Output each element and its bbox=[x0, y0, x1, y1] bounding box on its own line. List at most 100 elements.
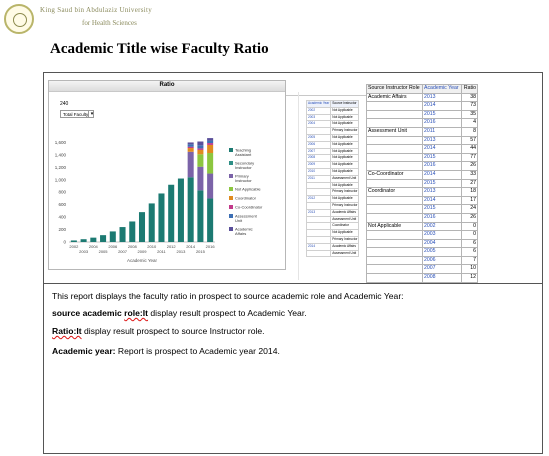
x-tick-label: 2014 bbox=[186, 244, 196, 249]
column-header: Source Instructor Role bbox=[366, 84, 423, 94]
year-link[interactable]: 2007 bbox=[422, 264, 462, 275]
chart-header-bar bbox=[49, 81, 285, 92]
table-row: 2002 Not Applicable bbox=[305, 106, 360, 115]
table-cell: Not Applicable bbox=[330, 147, 360, 156]
bar-segment bbox=[158, 193, 165, 242]
table-cell[interactable]: 2011 bbox=[305, 174, 332, 183]
label-source-role: source academic role:It bbox=[52, 308, 148, 318]
x-tick-label: 2015 bbox=[196, 249, 206, 254]
table-cell[interactable]: 2008 bbox=[305, 154, 332, 163]
year-link[interactable]: 2014 bbox=[422, 144, 462, 154]
year-link[interactable]: 2004 bbox=[422, 238, 462, 249]
role-cell: Coordinator bbox=[366, 187, 423, 197]
year-link[interactable]: 2016 bbox=[422, 161, 462, 171]
ratio-cell: 12 bbox=[461, 273, 478, 283]
bar-segment bbox=[207, 198, 214, 242]
y-tick-label: 1,600 bbox=[55, 140, 67, 145]
table-row: 2004 6 bbox=[366, 238, 478, 249]
ratio-table: Source Instructor Role Academic Year Ratio… bbox=[366, 84, 478, 283]
table-cell: Primary Instructor bbox=[330, 235, 360, 244]
table-cell bbox=[305, 249, 332, 258]
measure-select[interactable]: Total Faculty bbox=[60, 110, 94, 118]
x-tick-label: 2007 bbox=[118, 249, 128, 254]
table-cell[interactable]: 2005 bbox=[305, 133, 332, 142]
table-row: 2007 10 bbox=[366, 264, 478, 275]
year-link[interactable]: 2002 bbox=[422, 221, 462, 232]
table-cell[interactable]: 2006 bbox=[305, 140, 332, 149]
table-row: 2005 6 bbox=[366, 247, 478, 257]
bar-segment bbox=[177, 178, 184, 242]
table-row: Coordinator bbox=[305, 222, 360, 231]
x-tick-label: 2009 bbox=[138, 249, 148, 254]
year-link[interactable]: 2014 bbox=[422, 195, 462, 206]
description-intro: This report displays the faculty ratio i… bbox=[52, 291, 404, 301]
chart-title: Ratio bbox=[159, 82, 175, 88]
year-link[interactable]: 2013 bbox=[422, 92, 462, 103]
bar-segment bbox=[207, 143, 214, 145]
table-row: Coordinator 2013 18 bbox=[366, 187, 478, 197]
year-link[interactable]: 2005 bbox=[422, 247, 462, 257]
table-cell: Not Applicable bbox=[330, 161, 360, 169]
table-cell[interactable]: 2002 bbox=[305, 106, 332, 115]
x-tick-label: 2002 bbox=[69, 244, 79, 249]
year-link[interactable]: 2008 bbox=[422, 273, 462, 283]
table-cell[interactable]: 2003 bbox=[305, 113, 332, 122]
table-cell[interactable]: 2010 bbox=[305, 167, 332, 176]
year-link[interactable]: 2006 bbox=[422, 255, 462, 266]
table-cell bbox=[305, 215, 332, 224]
ratio-cell: 73 bbox=[461, 101, 478, 111]
table-row: 2016 26 bbox=[366, 212, 478, 223]
ratio-cell: 0 bbox=[461, 230, 478, 240]
year-link[interactable]: 2014 bbox=[422, 169, 462, 180]
table-cell: Coordinator bbox=[330, 222, 360, 231]
table-cell[interactable]: 2012 bbox=[305, 195, 332, 203]
legend-swatch bbox=[229, 161, 233, 165]
table-cell[interactable]: 2013 bbox=[305, 208, 332, 217]
description-text: display result prospect to Academic Year… bbox=[148, 308, 307, 318]
x-tick-label: 2005 bbox=[99, 249, 109, 254]
bar-segment bbox=[207, 173, 214, 199]
year-link[interactable]: 2013 bbox=[422, 135, 462, 146]
ratio-cell: 77 bbox=[461, 152, 478, 163]
description-text: Report is prospect to Academic year 2014… bbox=[115, 346, 280, 356]
description-academic-year: Academic year: Report is prospect to Aca… bbox=[52, 346, 280, 356]
table-header-row: Source Instructor Role Academic Year Ratio bbox=[366, 84, 478, 94]
table-cell[interactable]: 2007 bbox=[305, 147, 332, 156]
bar-segment bbox=[168, 184, 175, 242]
table-cell[interactable]: 2004 bbox=[305, 120, 332, 129]
chevron-down-icon[interactable]: ▾ bbox=[88, 111, 95, 117]
bar-segment bbox=[197, 190, 204, 242]
table-cell[interactable]: 2014 bbox=[305, 242, 332, 251]
year-link[interactable]: 2015 bbox=[422, 178, 462, 189]
ratio-cell: 27 bbox=[461, 178, 478, 189]
table-cell[interactable]: 2009 bbox=[305, 161, 332, 169]
table-cell bbox=[305, 201, 332, 210]
table-row: 2014 17 bbox=[366, 195, 478, 206]
y-tick-label: 1,400 bbox=[55, 152, 67, 157]
university-subtitle: for Health Sciences bbox=[82, 19, 137, 27]
role-cell bbox=[366, 230, 423, 240]
year-link[interactable]: 2016 bbox=[422, 212, 462, 223]
year-link[interactable]: 2014 bbox=[422, 101, 462, 111]
year-link[interactable]: 2011 bbox=[422, 126, 462, 137]
table-cell: Assessment Unit bbox=[330, 215, 360, 224]
year-link[interactable]: 2016 bbox=[422, 118, 462, 128]
table-row: Primary Instructor bbox=[305, 127, 360, 135]
role-cell bbox=[366, 238, 423, 249]
bar-segment bbox=[197, 148, 204, 150]
table-cell: Academic Affairs bbox=[330, 242, 360, 251]
year-link[interactable]: 2015 bbox=[422, 204, 462, 214]
table-row: Assessment Unit bbox=[305, 249, 360, 258]
table-cell: Academic Affairs bbox=[330, 208, 360, 217]
ratio-cell: 6 bbox=[461, 238, 478, 249]
pivot-table-small: Academic Year Source Instructor 2002 Not Ap… bbox=[305, 100, 360, 258]
bar-segment bbox=[197, 154, 204, 167]
role-cell: Academic Affairs bbox=[366, 92, 423, 103]
year-link[interactable]: 2015 bbox=[422, 109, 462, 120]
ratio-cell: 4 bbox=[461, 118, 478, 128]
year-link[interactable]: 2003 bbox=[422, 230, 462, 240]
year-link[interactable]: 2015 bbox=[422, 152, 462, 163]
role-cell bbox=[366, 152, 423, 163]
year-link[interactable]: 2013 bbox=[422, 187, 462, 197]
table-row: 2015 27 bbox=[366, 178, 478, 189]
